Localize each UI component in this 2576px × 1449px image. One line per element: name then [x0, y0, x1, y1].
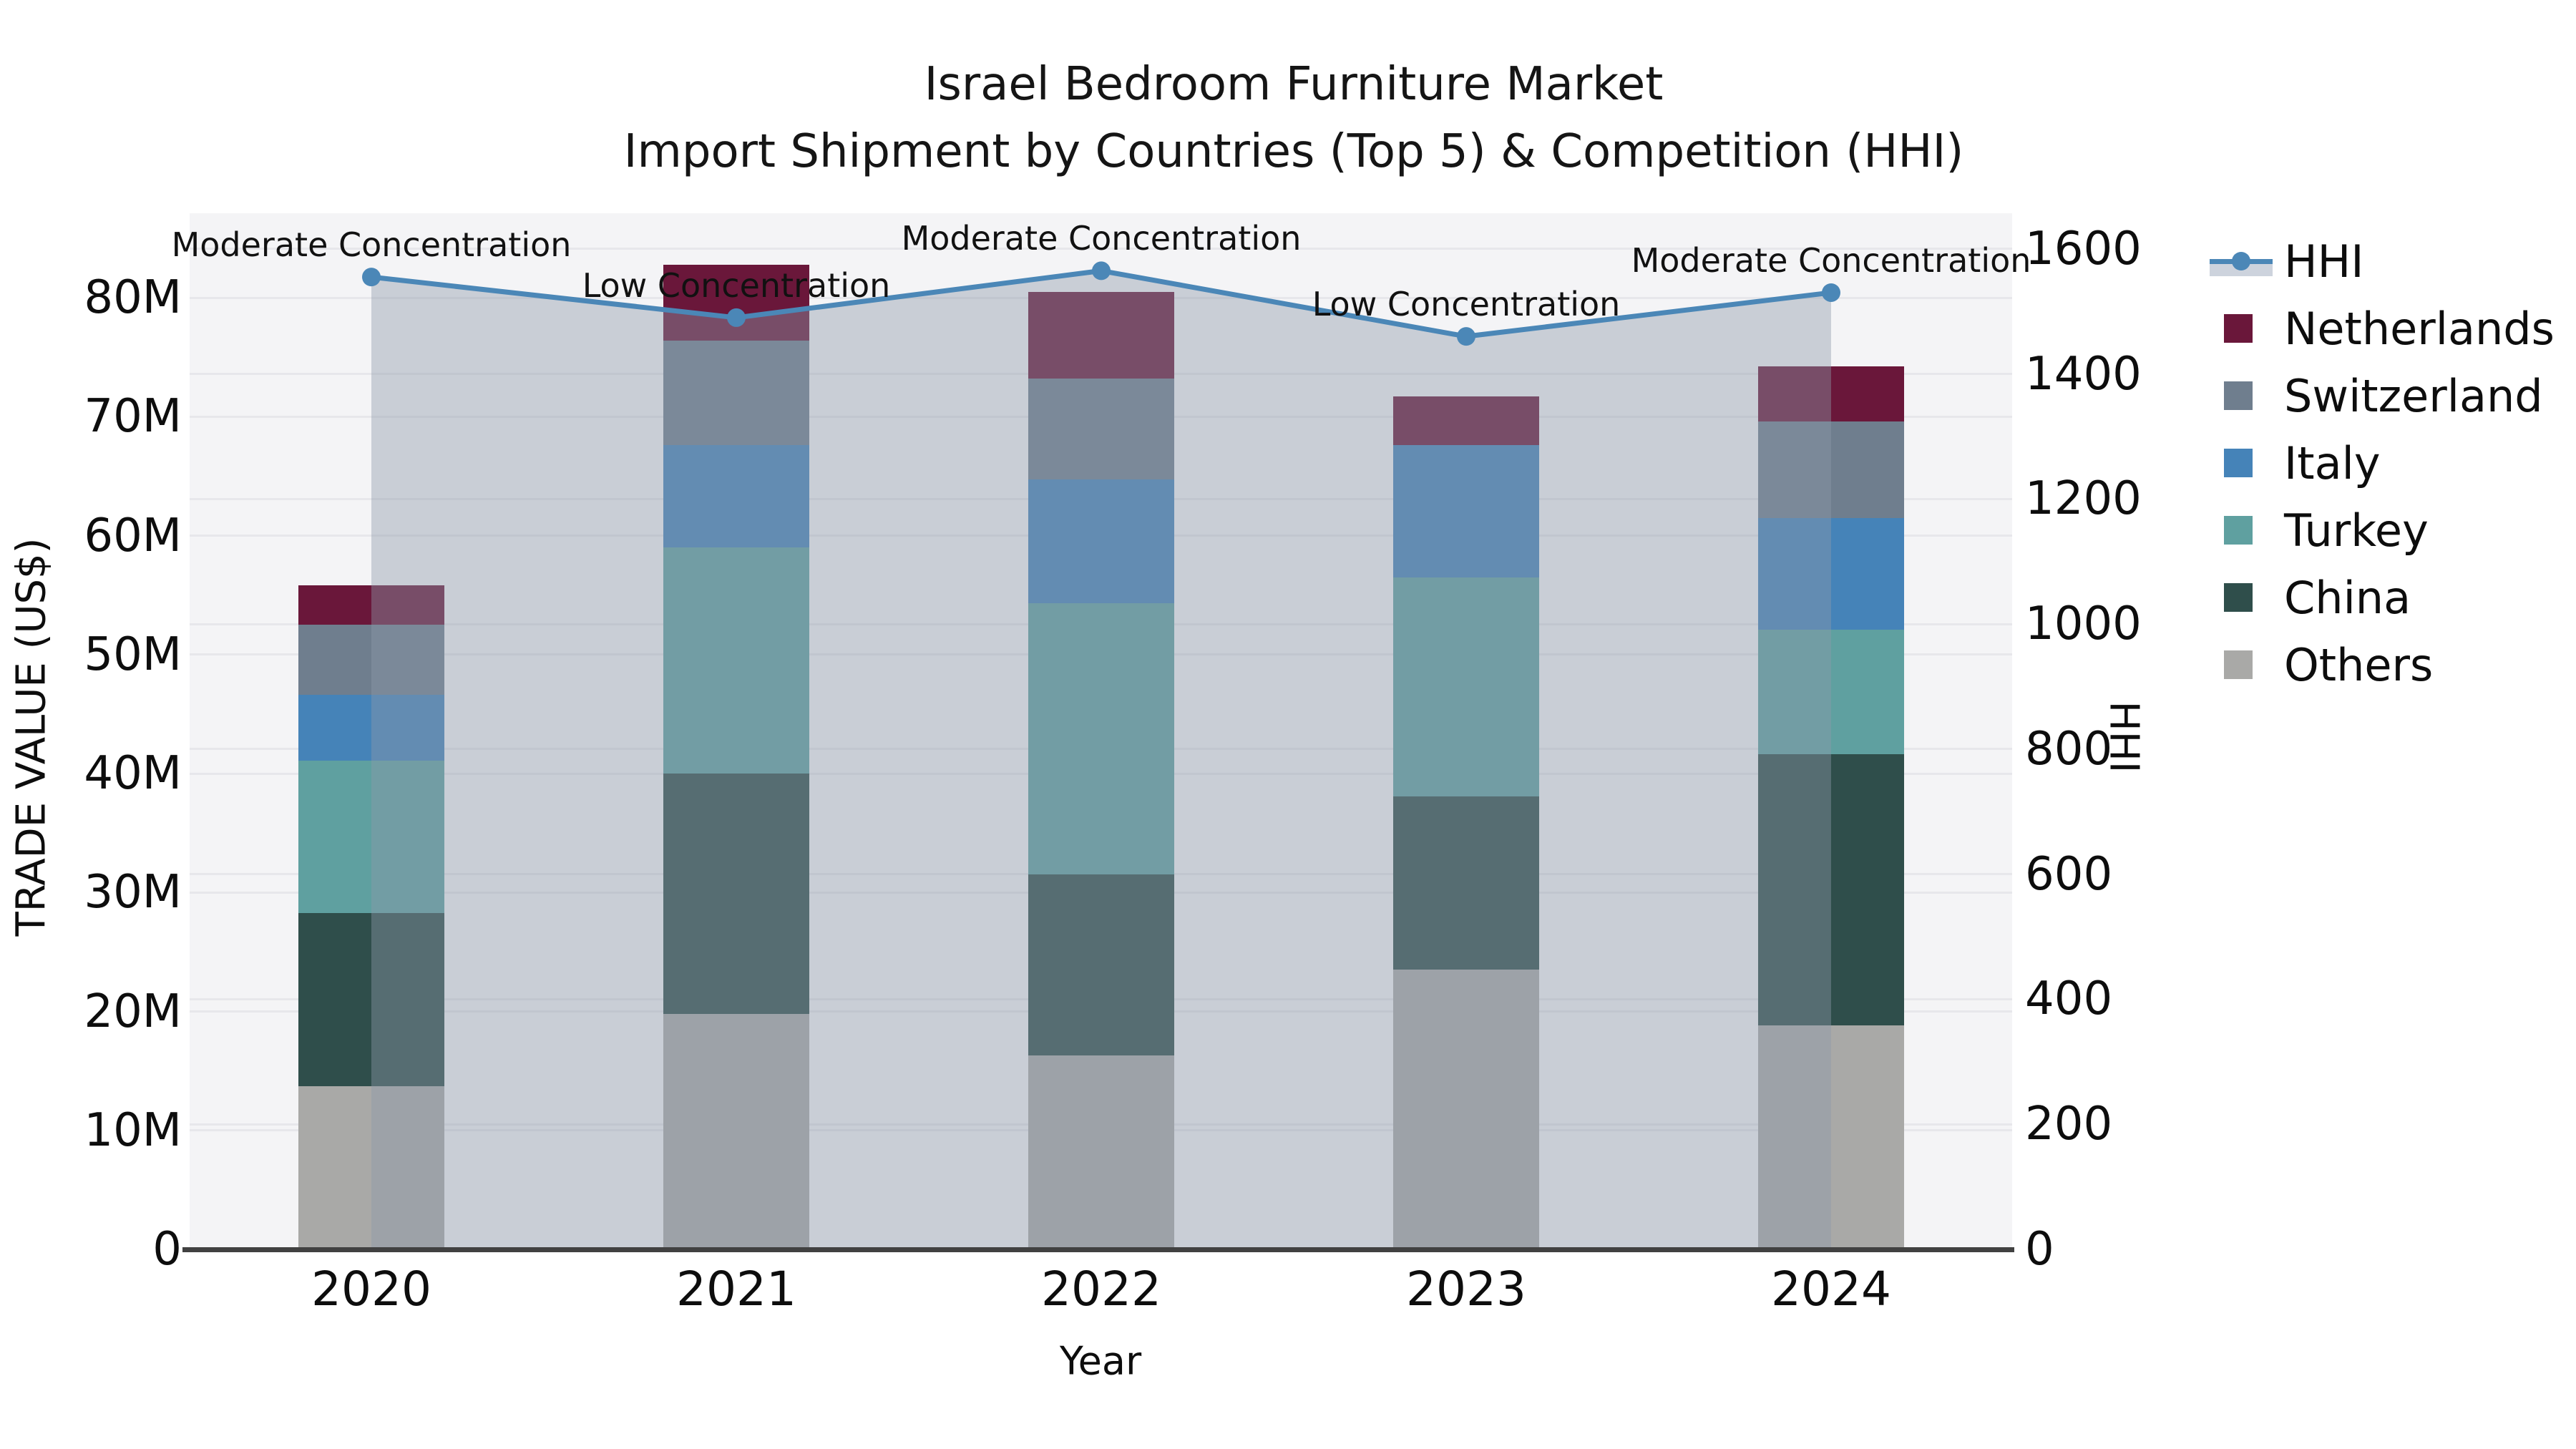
legend-label: Italy — [2284, 436, 2381, 489]
bar-segment-2022-netherlands — [1028, 291, 1174, 379]
y-right-tick-label: 600 — [2025, 847, 2113, 901]
bar-segment-2021-italy — [663, 445, 809, 548]
y-axis-label-left: TRADE VALUE (US$) — [8, 537, 55, 937]
y-left-tick-label: 40M — [84, 747, 182, 801]
bar-segment-2022-italy — [1028, 479, 1174, 604]
chart-subtitle: Import Shipment by Countries (Top 5) & C… — [623, 125, 1964, 178]
bar-segment-2020-china — [298, 912, 444, 1087]
x-tick-label: 2020 — [311, 1262, 431, 1317]
bar-segment-2024-netherlands — [1758, 366, 1904, 421]
y-left-tick-label: 70M — [84, 390, 182, 444]
hhi-marker-swatch-icon — [2232, 252, 2250, 270]
y-right-tick-label: 1400 — [2025, 347, 2142, 401]
bar-segment-2020-others — [298, 1086, 444, 1249]
bar-segment-2023-china — [1393, 796, 1539, 970]
hhi-annotation: Low Concentration — [1312, 285, 1621, 324]
bar-segment-2020-italy — [298, 695, 444, 761]
y-left-tick-label: 10M — [84, 1103, 182, 1157]
legend-item-netherlands: Netherlands — [2210, 295, 2555, 362]
gridline — [190, 248, 2012, 250]
x-tick-label: 2022 — [1041, 1262, 1161, 1317]
y-right-tick-label: 200 — [2025, 1098, 2113, 1151]
bar-segment-2022-turkey — [1028, 603, 1174, 875]
legend-label: Netherlands — [2284, 302, 2555, 355]
bar-segment-2020-turkey — [298, 760, 444, 913]
legend-item-switzerland: Switzerland — [2210, 362, 2543, 429]
x-tick-label: 2021 — [676, 1262, 796, 1317]
x-axis-spine — [182, 1247, 2014, 1252]
bar-segment-2023-turkey — [1393, 577, 1539, 796]
y-right-tick-label: 0 — [2025, 1223, 2054, 1276]
y-left-tick-label: 30M — [84, 866, 182, 919]
y-axis-label-right: HHI — [2100, 701, 2147, 774]
x-tick-label: 2023 — [1406, 1262, 1526, 1317]
bar-segment-2020-switzerland — [298, 625, 444, 696]
bar-segment-2024-italy — [1758, 517, 1904, 630]
y-left-tick-label: 80M — [84, 271, 182, 325]
hhi-annotation: Low Concentration — [582, 265, 891, 305]
y-right-tick-label: 1000 — [2025, 597, 2142, 651]
hhi-marker — [1092, 261, 1111, 280]
y-left-tick-label: 60M — [84, 509, 182, 562]
legend-item-china: China — [2210, 564, 2411, 631]
bar-segment-2021-switzerland — [663, 340, 809, 446]
bar-segment-2024-others — [1758, 1025, 1904, 1249]
y-right-tick-label: 1200 — [2025, 472, 2142, 526]
legend-item-others: Others — [2210, 631, 2433, 698]
x-tick-label: 2024 — [1771, 1262, 1891, 1317]
bar-segment-2021-turkey — [663, 547, 809, 774]
y-right-tick-label: 1600 — [2025, 222, 2142, 275]
hhi-annotation: Moderate Concentration — [171, 225, 572, 265]
chart-title: Israel Bedroom Furniture Market — [924, 58, 1664, 111]
bar-segment-2024-china — [1758, 754, 1904, 1026]
bar-segment-2023-italy — [1393, 445, 1539, 577]
bar-segment-2023-others — [1393, 970, 1539, 1249]
bar-segment-2022-switzerland — [1028, 379, 1174, 480]
china-swatch-icon — [2224, 583, 2253, 612]
legend-item-italy: Italy — [2210, 429, 2381, 497]
legend-item-hhi: HHI — [2210, 228, 2364, 295]
hhi-marker — [362, 268, 381, 287]
italy-swatch-icon — [2224, 449, 2253, 477]
legend-label: Switzerland — [2284, 369, 2543, 422]
legend-item-turkey: Turkey — [2210, 497, 2429, 564]
legend-label: HHI — [2284, 235, 2364, 288]
bar-segment-2022-china — [1028, 874, 1174, 1056]
turkey-swatch-icon — [2224, 516, 2253, 545]
legend-label: Others — [2284, 638, 2434, 691]
hhi-marker — [1457, 327, 1475, 346]
bar-segment-2023-netherlands — [1393, 396, 1539, 446]
hhi-marker — [1822, 283, 1840, 302]
bar-segment-2024-turkey — [1758, 629, 1904, 755]
y-left-tick-label: 20M — [84, 985, 182, 1038]
legend-label: China — [2284, 571, 2411, 624]
bar-segment-2021-others — [663, 1013, 809, 1249]
x-axis-label: Year — [1059, 1338, 1142, 1384]
switzerland-swatch-icon — [2224, 381, 2253, 410]
bar-segment-2021-china — [663, 774, 809, 1014]
others-swatch-icon — [2224, 650, 2253, 679]
bar-segment-2020-netherlands — [298, 585, 444, 625]
y-left-tick-label: 50M — [84, 628, 182, 681]
hhi-annotation: Moderate Concentration — [1631, 240, 2031, 280]
legend-label: Turkey — [2284, 504, 2429, 557]
y-right-tick-label: 400 — [2025, 972, 2113, 1026]
bar-segment-2024-switzerland — [1758, 421, 1904, 518]
hhi-legend-swatch — [2210, 228, 2273, 295]
y-left-tick-label: 0 — [152, 1223, 182, 1276]
hhi-annotation: Moderate Concentration — [901, 219, 1302, 258]
plot-area: Moderate Concentration Low Concentration M… — [172, 213, 2031, 1249]
netherlands-swatch-icon — [2224, 314, 2253, 343]
y-right-tick-label: 800 — [2025, 722, 2113, 776]
bar-segment-2022-others — [1028, 1055, 1174, 1249]
